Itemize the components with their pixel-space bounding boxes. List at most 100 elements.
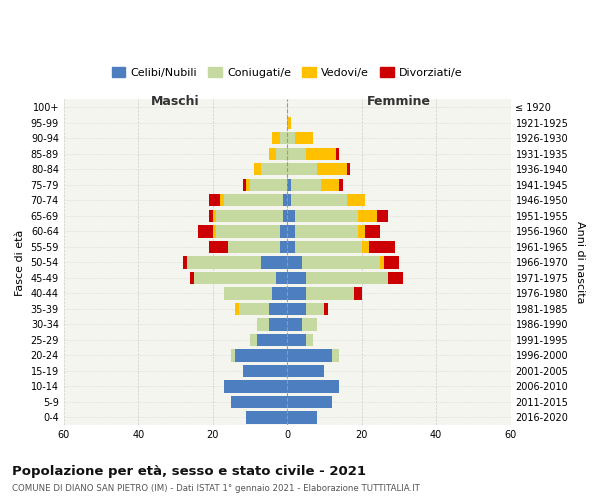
Bar <box>250 334 257 346</box>
Bar <box>291 194 347 206</box>
Bar <box>183 256 187 268</box>
Bar <box>269 148 276 160</box>
Bar <box>287 302 306 315</box>
Bar <box>272 132 280 144</box>
Bar <box>287 334 306 346</box>
Bar <box>190 272 194 284</box>
Bar <box>287 318 302 330</box>
Bar <box>287 411 317 424</box>
Bar <box>235 349 287 362</box>
Bar <box>287 256 302 268</box>
Bar <box>224 380 287 392</box>
Bar <box>276 148 287 160</box>
Bar <box>261 163 287 175</box>
Bar <box>291 178 321 191</box>
Y-axis label: Anni di nascita: Anni di nascita <box>575 221 585 304</box>
Bar <box>380 256 384 268</box>
Bar <box>365 225 380 237</box>
Bar <box>325 302 328 315</box>
Bar <box>354 287 362 300</box>
Bar <box>295 240 362 253</box>
Bar <box>242 364 287 377</box>
Bar <box>280 132 287 144</box>
Bar <box>257 334 287 346</box>
Bar <box>287 210 295 222</box>
Bar <box>187 256 261 268</box>
Bar <box>335 148 340 160</box>
Bar <box>295 225 358 237</box>
Bar <box>306 272 388 284</box>
Bar <box>287 163 317 175</box>
Bar <box>295 132 313 144</box>
Bar <box>287 116 291 129</box>
Bar <box>287 272 306 284</box>
Bar <box>287 349 332 362</box>
Bar <box>242 178 246 191</box>
Bar <box>250 178 287 191</box>
Bar <box>384 256 399 268</box>
Bar <box>321 178 340 191</box>
Bar <box>198 225 213 237</box>
Bar <box>388 272 403 284</box>
Bar <box>317 163 347 175</box>
Bar <box>209 240 227 253</box>
Bar <box>347 163 350 175</box>
Bar <box>232 396 287 408</box>
Bar <box>287 364 325 377</box>
Bar <box>369 240 395 253</box>
Bar <box>232 349 235 362</box>
Bar <box>227 240 280 253</box>
Bar <box>209 210 213 222</box>
Legend: Celibi/Nubili, Coniugati/e, Vedovi/e, Divorziati/e: Celibi/Nubili, Coniugati/e, Vedovi/e, Di… <box>107 62 467 82</box>
Bar <box>217 225 280 237</box>
Bar <box>287 178 291 191</box>
Text: COMUNE DI DIANO SAN PIETRO (IM) - Dati ISTAT 1° gennaio 2021 - Elaborazione TUTT: COMUNE DI DIANO SAN PIETRO (IM) - Dati I… <box>12 484 420 493</box>
Bar <box>287 225 295 237</box>
Bar <box>287 132 295 144</box>
Bar <box>257 318 269 330</box>
Y-axis label: Fasce di età: Fasce di età <box>15 229 25 296</box>
Bar <box>358 225 365 237</box>
Bar <box>287 287 306 300</box>
Text: Femmine: Femmine <box>367 95 431 108</box>
Bar <box>254 163 261 175</box>
Bar <box>332 349 340 362</box>
Bar <box>239 302 269 315</box>
Bar <box>377 210 388 222</box>
Bar <box>358 210 377 222</box>
Bar <box>246 178 250 191</box>
Bar <box>269 302 287 315</box>
Bar <box>347 194 365 206</box>
Bar <box>224 194 283 206</box>
Bar <box>213 225 217 237</box>
Bar <box>224 287 272 300</box>
Bar <box>261 256 287 268</box>
Bar <box>283 194 287 206</box>
Text: Maschi: Maschi <box>151 95 200 108</box>
Bar <box>209 194 220 206</box>
Bar <box>283 210 287 222</box>
Bar <box>287 240 295 253</box>
Bar <box>246 411 287 424</box>
Bar <box>194 272 276 284</box>
Bar <box>220 194 224 206</box>
Bar <box>280 240 287 253</box>
Bar <box>280 225 287 237</box>
Bar <box>302 318 317 330</box>
Bar <box>287 148 306 160</box>
Bar <box>213 210 217 222</box>
Bar <box>340 178 343 191</box>
Bar <box>235 302 239 315</box>
Bar <box>287 396 332 408</box>
Bar <box>306 334 313 346</box>
Bar <box>269 318 287 330</box>
Bar <box>276 272 287 284</box>
Bar <box>295 210 358 222</box>
Bar <box>306 148 335 160</box>
Bar <box>362 240 369 253</box>
Bar <box>287 380 340 392</box>
Bar <box>302 256 380 268</box>
Bar <box>272 287 287 300</box>
Bar <box>306 287 354 300</box>
Bar <box>287 194 291 206</box>
